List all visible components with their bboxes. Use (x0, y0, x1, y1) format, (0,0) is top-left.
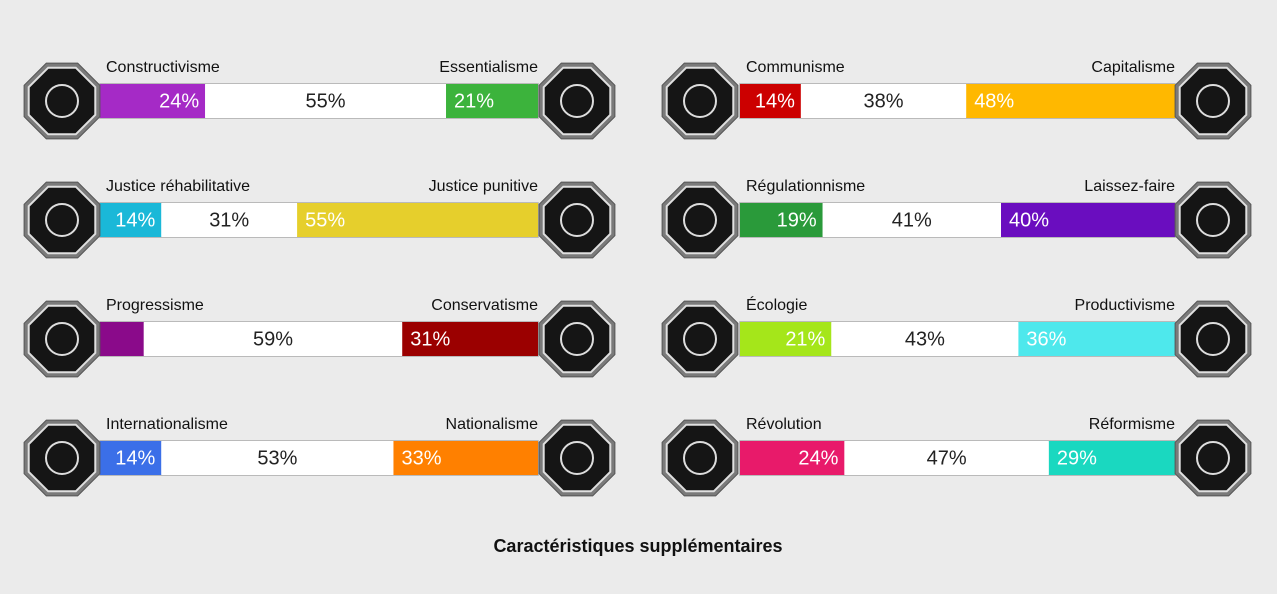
right-name: Productivisme (1075, 297, 1176, 314)
left-percent: 19% (777, 209, 817, 231)
axis-icon-motif (560, 441, 594, 475)
right-name: Justice punitive (429, 178, 538, 195)
left-percent: 24% (159, 90, 199, 112)
axis-icon-motif (683, 203, 717, 237)
axis-icon-inner (27, 185, 97, 255)
right-percent: 40% (1009, 209, 1049, 231)
right-name: Réformisme (1089, 416, 1175, 433)
left-segment (740, 203, 823, 237)
left-segment (740, 441, 845, 475)
axis-icon-motif (560, 84, 594, 118)
right-segment (1001, 203, 1175, 237)
left-segment (100, 84, 206, 118)
right-percent: 21% (454, 90, 494, 112)
axis-icon-motif (683, 441, 717, 475)
right-segment (1018, 322, 1175, 356)
right-percent: 48% (974, 90, 1014, 112)
middle-segment (822, 203, 1001, 237)
middle-segment (161, 441, 394, 475)
middle-segment (844, 441, 1049, 475)
left-name: Internationalisme (106, 416, 228, 433)
footer-link[interactable]: Caractéristiques supplémentaires (493, 536, 782, 556)
axis-icon-inner (542, 423, 612, 493)
axis-icon-inner (665, 304, 735, 374)
middle-segment (831, 322, 1019, 356)
left-name: Justice réhabilitative (106, 178, 250, 195)
axis-icon-inner (1178, 304, 1248, 374)
middle-percent: 47% (927, 447, 967, 469)
axis-icon-motif (1196, 441, 1230, 475)
left-name: Progressisme (106, 297, 204, 314)
left-name: Révolution (746, 416, 822, 433)
middle-segment (205, 84, 447, 118)
middle-percent: 55% (306, 90, 346, 112)
middle-segment (161, 203, 298, 237)
axis-icon-inner (1178, 423, 1248, 493)
middle-percent: 59% (253, 328, 293, 350)
axis-icon-inner (665, 185, 735, 255)
middle-percent: 31% (209, 209, 249, 231)
left-segment (100, 203, 162, 237)
left-segment (740, 322, 832, 356)
right-percent: 29% (1057, 447, 1097, 469)
left-name: Écologie (746, 295, 807, 314)
left-percent: 21% (785, 328, 825, 350)
axis-icon-motif (45, 203, 79, 237)
right-name: Essentialisme (439, 59, 538, 76)
axis-icon-motif (560, 322, 594, 356)
right-segment (966, 84, 1175, 118)
middle-percent: 38% (864, 90, 904, 112)
axis-icon-inner (1178, 185, 1248, 255)
axis-icon-motif (1196, 322, 1230, 356)
right-segment (1048, 441, 1175, 475)
left-segment (740, 84, 801, 118)
right-percent: 55% (305, 209, 345, 231)
left-segment (100, 322, 144, 356)
axis-icon-motif (1196, 84, 1230, 118)
middle-percent: 53% (257, 447, 297, 469)
left-percent: 24% (798, 447, 838, 469)
axis-icon-inner (27, 423, 97, 493)
right-name: Capitalisme (1091, 59, 1175, 76)
middle-segment (143, 322, 403, 356)
right-segment (393, 441, 538, 475)
right-segment (402, 322, 538, 356)
right-segment (446, 84, 538, 118)
axis-icon-motif (45, 322, 79, 356)
middle-percent: 41% (892, 209, 932, 231)
axis-icon-inner (665, 66, 735, 136)
axis-icon-motif (683, 84, 717, 118)
right-name: Conservatisme (431, 297, 538, 314)
axis-icon-motif (683, 322, 717, 356)
left-segment (100, 441, 162, 475)
left-percent: 14% (115, 447, 155, 469)
axis-icon-motif (1196, 203, 1230, 237)
axis-icon-inner (27, 304, 97, 374)
right-percent: 36% (1026, 328, 1066, 350)
right-percent: 33% (401, 447, 441, 469)
axis-icon-inner (542, 304, 612, 374)
left-percent: 14% (755, 90, 795, 112)
axis-icon-motif (45, 84, 79, 118)
right-percent: 31% (410, 328, 450, 350)
axis-icon-inner (542, 66, 612, 136)
left-percent: 14% (115, 209, 155, 231)
middle-segment (800, 84, 967, 118)
right-name: Laissez-faire (1084, 178, 1175, 195)
middle-percent: 43% (905, 328, 945, 350)
axis-icon-inner (542, 185, 612, 255)
right-segment (297, 203, 538, 237)
axis-icon-inner (27, 66, 97, 136)
axis-icon-inner (1178, 66, 1248, 136)
right-name: Nationalisme (446, 416, 539, 433)
axis-icon-motif (45, 441, 79, 475)
axis-icon-motif (560, 203, 594, 237)
left-name: Communisme (746, 59, 845, 76)
left-name: Constructivisme (106, 59, 220, 76)
left-name: Régulationnisme (746, 178, 865, 195)
axis-icon-inner (665, 423, 735, 493)
